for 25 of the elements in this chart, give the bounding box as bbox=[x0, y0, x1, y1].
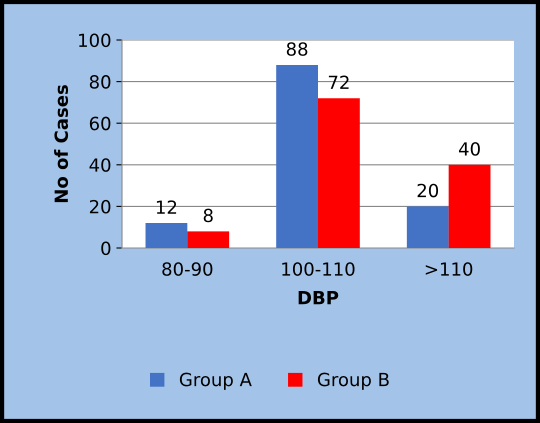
data-label: 40 bbox=[458, 142, 480, 156]
bar bbox=[146, 223, 188, 248]
data-label: 72 bbox=[328, 76, 349, 89]
x-axis-title: DBP bbox=[298, 291, 338, 304]
x-tick-label: 80-90 bbox=[162, 262, 212, 276]
bar bbox=[406, 206, 449, 248]
data-label: 88 bbox=[286, 42, 308, 56]
data-label: 20 bbox=[418, 184, 438, 198]
data-label: 8 bbox=[204, 208, 213, 222]
y-tick-label: 40 bbox=[89, 158, 110, 172]
legend-label: Group B bbox=[318, 372, 389, 390]
data-label: 12 bbox=[156, 200, 176, 214]
y-tick-label: 80 bbox=[90, 75, 110, 89]
bar bbox=[448, 164, 490, 248]
bar bbox=[276, 64, 318, 248]
x-tick-label: 100-110 bbox=[282, 262, 355, 276]
y-axis-title: No of Cases bbox=[54, 85, 68, 202]
y-tick-label: 60 bbox=[90, 116, 110, 130]
bar bbox=[187, 231, 230, 248]
y-tick-label: 20 bbox=[90, 200, 110, 214]
y-tick-label: 0 bbox=[101, 241, 110, 256]
bar bbox=[318, 98, 360, 248]
x-tick-label: >110 bbox=[426, 262, 472, 276]
legend-label: Group A bbox=[180, 372, 252, 390]
y-tick-label: 100 bbox=[79, 33, 110, 48]
